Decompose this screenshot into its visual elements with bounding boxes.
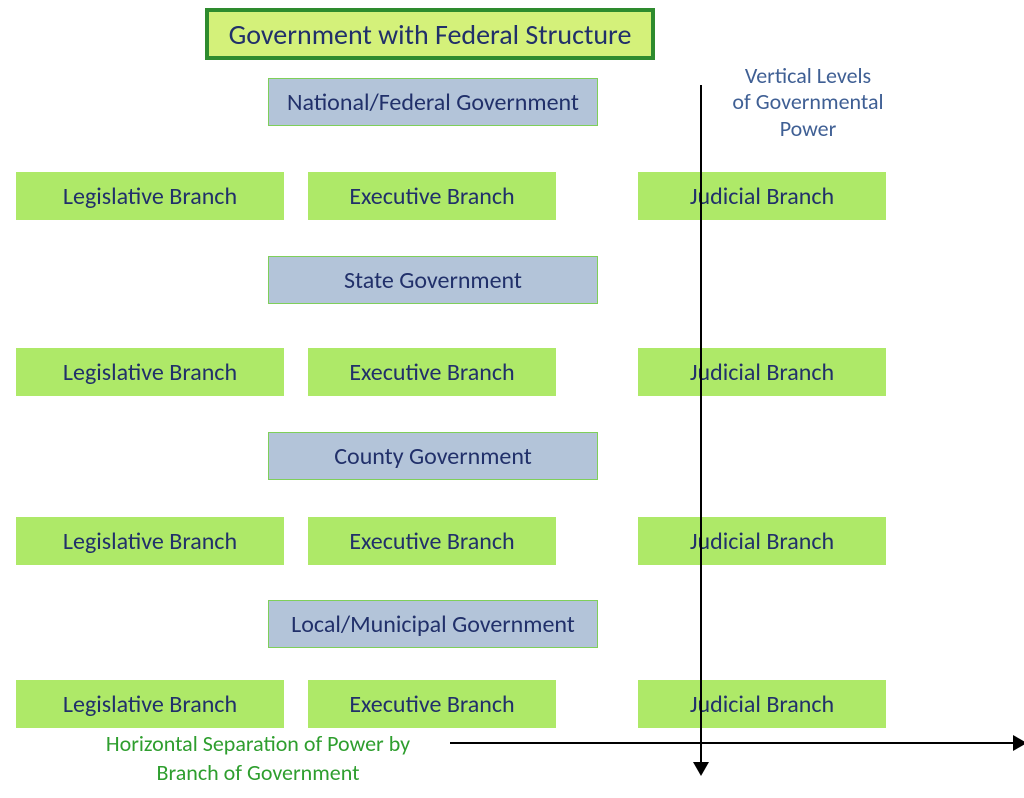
branch-box: Judicial Branch — [638, 680, 886, 728]
branch-box: Legislative Branch — [16, 517, 284, 565]
government-level-label: State Government — [344, 266, 522, 295]
horizontal-axis-label-line: Horizontal Separation of Power by — [58, 730, 458, 759]
branch-box: Legislative Branch — [16, 172, 284, 220]
government-level-label: Local/Municipal Government — [291, 610, 575, 639]
government-level-label: National/Federal Government — [287, 88, 579, 117]
branch-box: Judicial Branch — [638, 517, 886, 565]
government-level-box: State Government — [268, 256, 598, 304]
branch-label: Judicial Branch — [690, 182, 834, 211]
vertical-axis-label: Vertical Levelsof GovernmentalPower — [693, 63, 923, 142]
horizontal-axis-arrowhead — [1013, 735, 1024, 751]
branch-box: Executive Branch — [308, 680, 556, 728]
branch-box: Executive Branch — [308, 517, 556, 565]
branch-box: Executive Branch — [308, 348, 556, 396]
branch-label: Legislative Branch — [63, 690, 237, 719]
diagram-title-text: Government with Federal Structure — [229, 17, 632, 52]
vertical-axis-label-line: Power — [693, 116, 923, 142]
branch-box: Judicial Branch — [638, 348, 886, 396]
branch-box: Legislative Branch — [16, 348, 284, 396]
branch-label: Judicial Branch — [690, 690, 834, 719]
branch-label: Executive Branch — [349, 527, 514, 556]
vertical-axis-line — [700, 85, 702, 764]
branch-label: Executive Branch — [349, 358, 514, 387]
government-level-label: County Government — [334, 442, 532, 471]
government-level-box: National/Federal Government — [268, 78, 598, 126]
horizontal-axis-label: Horizontal Separation of Power byBranch … — [58, 730, 458, 787]
branch-label: Legislative Branch — [63, 527, 237, 556]
diagram-title: Government with Federal Structure — [205, 8, 655, 60]
branch-label: Legislative Branch — [63, 358, 237, 387]
branch-box: Judicial Branch — [638, 172, 886, 220]
vertical-axis-label-line: of Governmental — [693, 89, 923, 115]
branch-label: Executive Branch — [349, 690, 514, 719]
government-level-box: County Government — [268, 432, 598, 480]
vertical-axis-arrowhead — [693, 762, 709, 776]
branch-box: Legislative Branch — [16, 680, 284, 728]
branch-label: Executive Branch — [349, 182, 514, 211]
branch-box: Executive Branch — [308, 172, 556, 220]
government-level-box: Local/Municipal Government — [268, 600, 598, 648]
horizontal-axis-line — [450, 742, 1015, 744]
branch-label: Judicial Branch — [690, 358, 834, 387]
branch-label: Judicial Branch — [690, 527, 834, 556]
horizontal-axis-label-line: Branch of Government — [58, 759, 458, 788]
vertical-axis-label-line: Vertical Levels — [693, 63, 923, 89]
branch-label: Legislative Branch — [63, 182, 237, 211]
